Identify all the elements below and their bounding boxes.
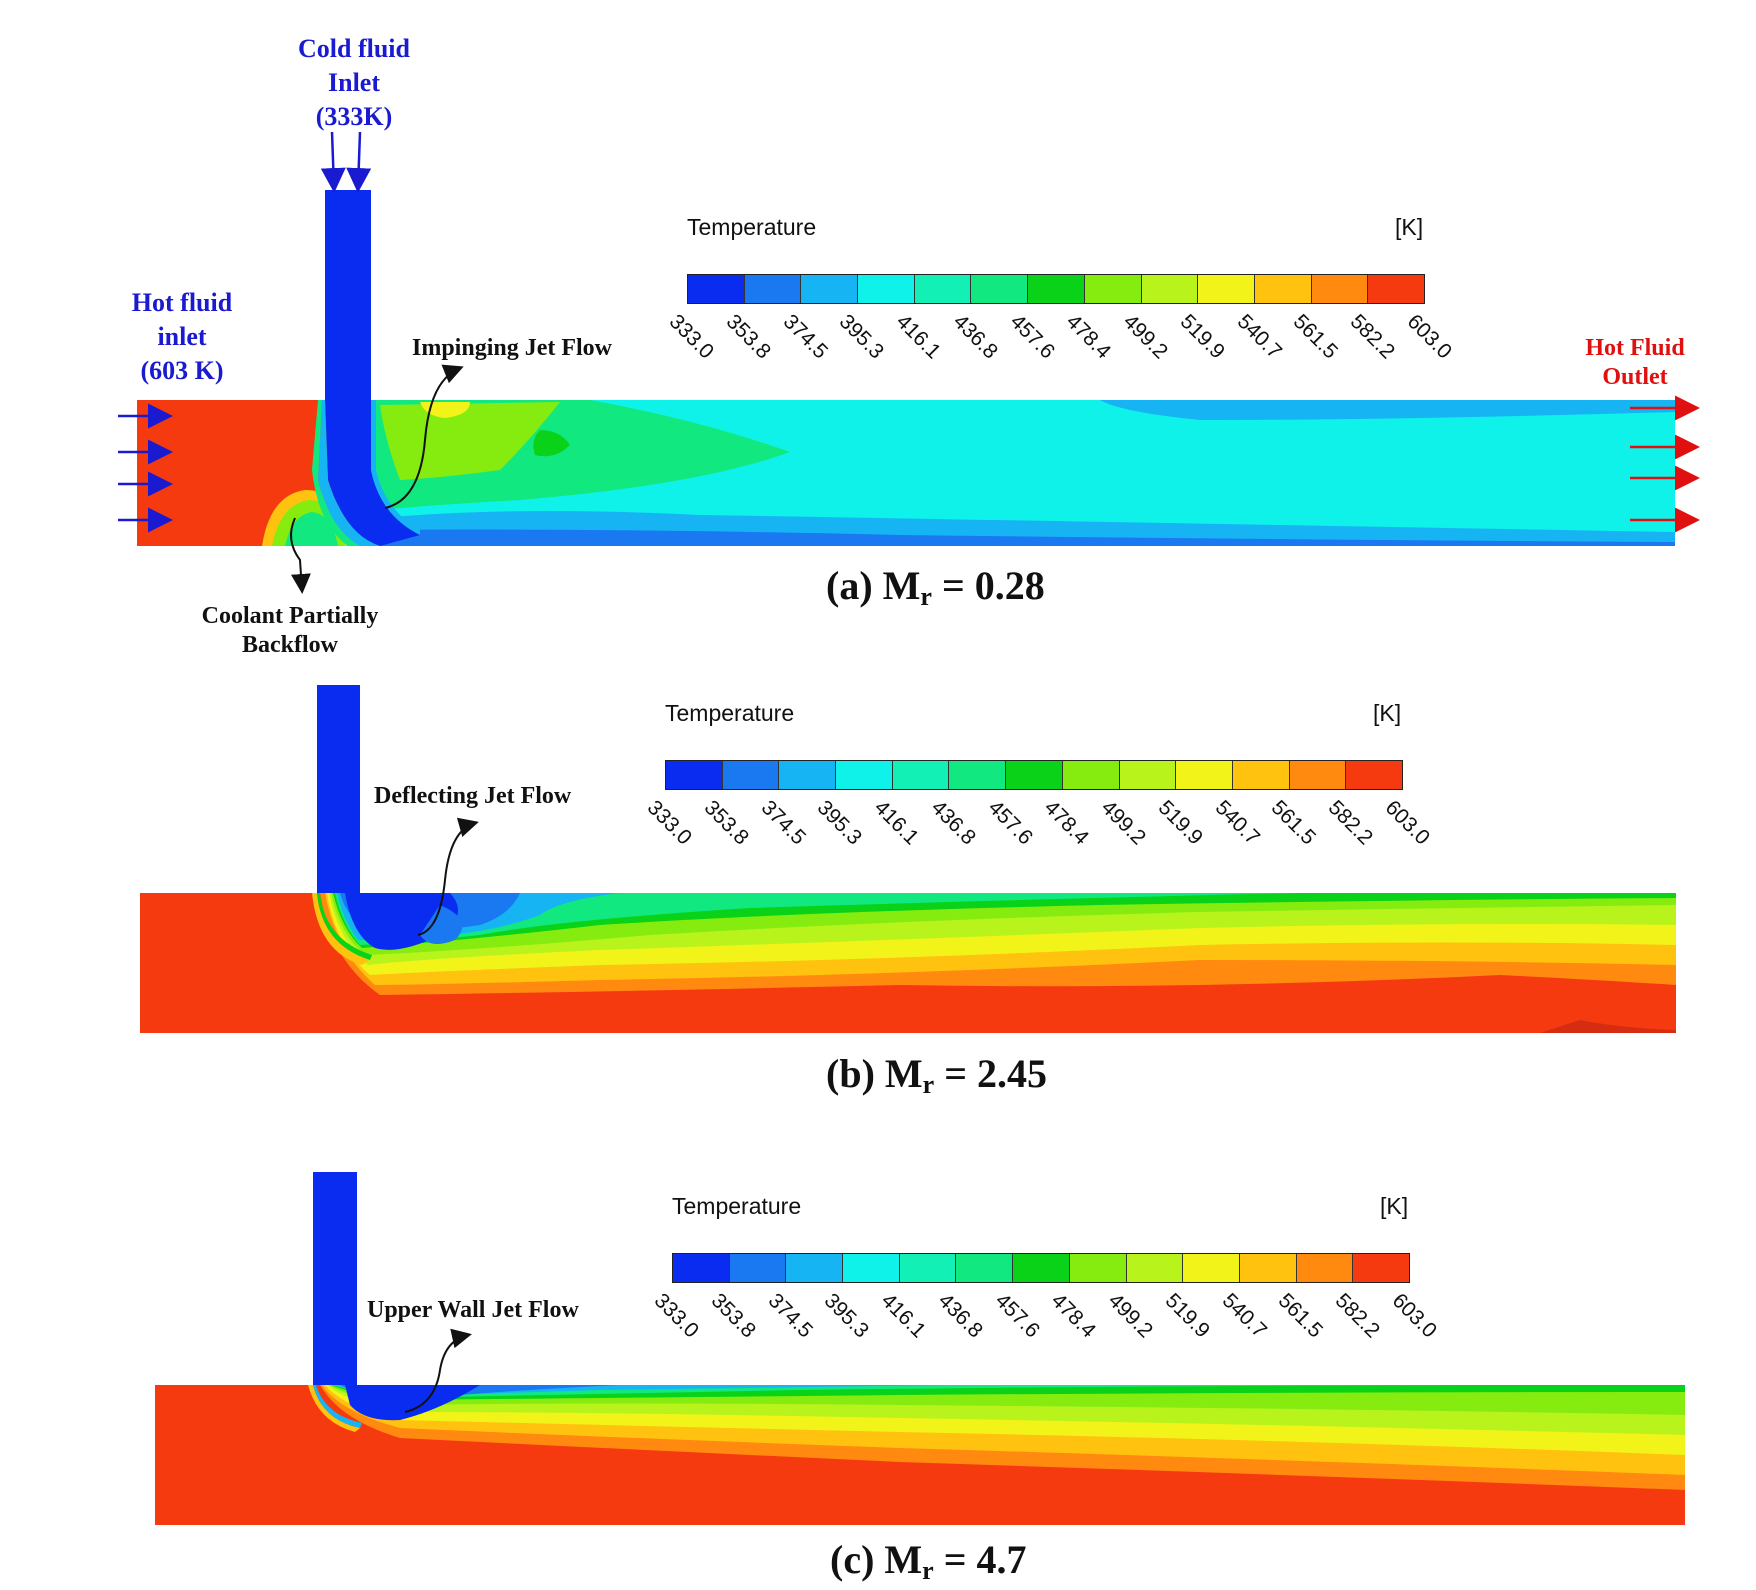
hot-inlet-line: inlet xyxy=(157,322,207,351)
upper-wall-pointer xyxy=(404,1328,472,1413)
cold-inlet-line: Cold fluid xyxy=(298,34,410,63)
colorbar-segment xyxy=(1084,275,1142,303)
colorbar-segment xyxy=(779,761,837,789)
panel-b-title: (b) Mr = 2.45 xyxy=(826,1050,1047,1100)
panel-c-field xyxy=(155,1172,1685,1525)
panel-a-sub: r xyxy=(920,582,932,611)
colorbar-unit: [K] xyxy=(1395,214,1424,240)
colorbar-segment xyxy=(1141,275,1199,303)
colorbar-segment xyxy=(956,1254,1014,1282)
colorbar-segment xyxy=(914,275,972,303)
panel-c-sub: r xyxy=(922,1556,934,1585)
colorbar-segment xyxy=(971,275,1029,303)
colorbar-segment xyxy=(1353,1254,1409,1282)
panel-b-sub: r xyxy=(922,1070,935,1099)
colorbar-title: Temperature xyxy=(665,700,795,726)
cold-inlet-line: Inlet xyxy=(328,68,380,97)
colorbar-segment xyxy=(843,1254,900,1282)
panel-b-value: = 2.45 xyxy=(934,1051,1047,1096)
panel-b-field xyxy=(140,685,1676,1033)
colorbar-segment xyxy=(744,275,802,303)
panel-a-field xyxy=(137,190,1675,546)
colorbar-segment xyxy=(1232,761,1290,789)
colorbar-segment xyxy=(899,1254,957,1282)
colorbar-unit: [K] xyxy=(1373,700,1402,726)
colorbar-gradient xyxy=(672,1253,1410,1283)
colorbar-unit: [K] xyxy=(1380,1193,1409,1219)
cold-inlet-label: Cold fluid Inlet (333K) xyxy=(284,32,424,134)
colorbar-segment xyxy=(1062,761,1120,789)
deflecting-jet-label: Deflecting Jet Flow xyxy=(374,783,572,809)
colorbar-segment xyxy=(1296,1254,1354,1282)
colorbar-segment xyxy=(1346,761,1402,789)
impinging-jet-label: Impinging Jet Flow xyxy=(412,335,613,361)
impinging-pointer xyxy=(384,364,464,509)
colorbar-gradient xyxy=(665,760,1403,790)
colorbar-segment xyxy=(1069,1254,1127,1282)
cold-inlet-arrow xyxy=(346,131,372,193)
colorbar-segment xyxy=(1028,275,1085,303)
panel-a-title: (a) Mr = 0.28 xyxy=(826,562,1045,612)
panel-a-value: = 0.28 xyxy=(931,563,1045,608)
backflow-line: Coolant Partially xyxy=(201,603,379,629)
colorbar-title: Temperature xyxy=(687,214,817,240)
colorbar-segment xyxy=(1126,1254,1184,1282)
colorbar-segment xyxy=(688,275,745,303)
backflow-label: Coolant Partially Backflow xyxy=(190,602,390,660)
colorbar-segment xyxy=(949,761,1007,789)
colorbar-segment xyxy=(1239,1254,1297,1282)
upper-wall-jet-label: Upper Wall Jet Flow xyxy=(367,1297,579,1323)
panel-a-label: (a) M xyxy=(826,563,921,608)
hot-inlet-line: Hot fluid xyxy=(131,288,233,317)
colorbar-segment xyxy=(786,1254,844,1282)
colorbar-segment xyxy=(666,761,723,789)
colorbar-segment xyxy=(1311,275,1369,303)
hot-outlet-line: Outlet xyxy=(1602,364,1668,390)
colorbar-segment xyxy=(892,761,950,789)
colorbar-segment xyxy=(729,1254,787,1282)
colorbar-segment xyxy=(858,275,915,303)
colorbar-segment xyxy=(673,1254,730,1282)
hot-inlet-label: Hot fluid inlet (603 K) xyxy=(112,286,252,388)
panel-c-label: (c) M xyxy=(830,1537,923,1582)
colorbar-segment xyxy=(1289,761,1347,789)
cold-inlet-arrow xyxy=(320,131,346,193)
panel-c-title: (c) Mr = 4.7 xyxy=(830,1536,1027,1586)
colorbar-segment xyxy=(722,761,780,789)
panel-b-label: (b) M xyxy=(826,1051,923,1096)
colorbar-segment xyxy=(836,761,893,789)
panel-c-value: = 4.7 xyxy=(933,1537,1027,1582)
colorbar-title: Temperature xyxy=(672,1193,802,1219)
colorbar-segment xyxy=(1006,761,1063,789)
colorbar-segment xyxy=(1176,761,1233,789)
colorbar-gradient xyxy=(687,274,1425,304)
cold-inlet-line: (333K) xyxy=(315,102,393,131)
hot-outlet-label: Hot Fluid Outlet xyxy=(1575,334,1695,392)
flow-arrows xyxy=(118,131,1700,1413)
deflecting-pointer xyxy=(417,817,479,936)
hot-inlet-line: (603 K) xyxy=(140,356,224,385)
colorbar-segment xyxy=(801,275,859,303)
colorbar-segment xyxy=(1198,275,1255,303)
backflow-pointer xyxy=(290,517,311,594)
colorbar-segment xyxy=(1013,1254,1070,1282)
hot-outlet-line: Hot Fluid xyxy=(1585,335,1685,361)
colorbar-segment xyxy=(1368,275,1424,303)
colorbar-segment xyxy=(1254,275,1312,303)
colorbar-segment xyxy=(1119,761,1177,789)
colorbar-segment xyxy=(1183,1254,1240,1282)
backflow-line: Backflow xyxy=(242,632,338,658)
